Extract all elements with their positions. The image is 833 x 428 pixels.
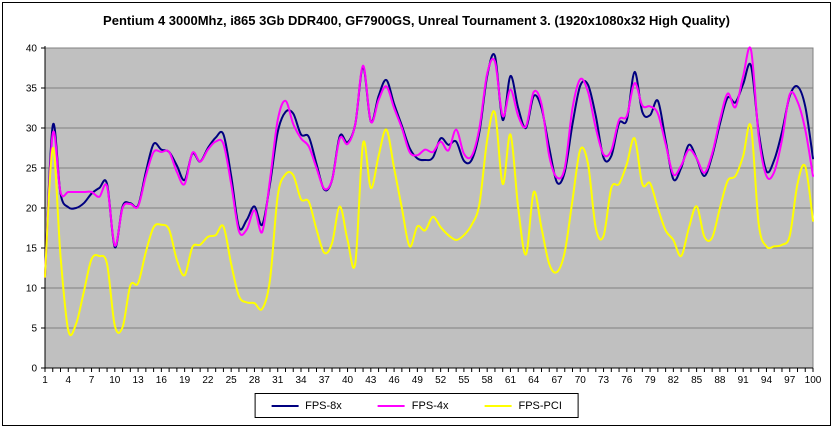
x-tick-label-58: 58 bbox=[482, 375, 494, 386]
x-tick-label-40: 40 bbox=[342, 375, 354, 386]
chart-legend: FPS-8x FPS-4x FPS-PCI bbox=[254, 393, 579, 418]
x-tick-label-25: 25 bbox=[226, 375, 238, 386]
x-tick-label-55: 55 bbox=[458, 375, 470, 386]
legend-label-fps-pci: FPS-PCI bbox=[518, 399, 562, 412]
series-line-fps-4x bbox=[44, 46, 814, 278]
x-tick-label-13: 13 bbox=[133, 375, 145, 386]
fps-pci-line-swatch-icon bbox=[484, 404, 512, 407]
x-tick-label-94: 94 bbox=[761, 375, 773, 386]
x-tick-label-19: 19 bbox=[179, 375, 191, 386]
x-tick-label-16: 16 bbox=[156, 375, 168, 386]
x-tick-label-7: 7 bbox=[89, 375, 95, 386]
x-tick-label-97: 97 bbox=[784, 375, 796, 386]
x-tick-label-88: 88 bbox=[714, 375, 726, 386]
legend-item-fps-4x: FPS-4x bbox=[377, 399, 449, 412]
fps-4x-line-swatch-icon bbox=[377, 404, 405, 407]
x-tick-label-1: 1 bbox=[42, 375, 48, 386]
y-tick-label-0: 0 bbox=[31, 364, 37, 375]
x-tick-label-37: 37 bbox=[319, 375, 331, 386]
x-tick-label-76: 76 bbox=[621, 375, 633, 386]
y-tick-label-25: 25 bbox=[26, 164, 38, 175]
x-tick-label-73: 73 bbox=[598, 375, 610, 386]
x-tick-label-91: 91 bbox=[738, 375, 750, 386]
y-tick-label-40: 40 bbox=[26, 44, 38, 55]
y-tick-label-5: 5 bbox=[31, 324, 37, 335]
x-tick-label-82: 82 bbox=[668, 375, 680, 386]
fps-8x-line-swatch-icon bbox=[271, 404, 299, 407]
y-tick-label-10: 10 bbox=[26, 284, 38, 295]
legend-item-fps-pci: FPS-PCI bbox=[484, 399, 562, 412]
legend-item-fps-8x: FPS-8x bbox=[271, 400, 342, 412]
legend-label-fps-8x: FPS-8x bbox=[305, 399, 342, 412]
x-tick-label-4: 4 bbox=[65, 375, 71, 386]
y-tick-label-35: 35 bbox=[26, 84, 38, 95]
x-tick-label-22: 22 bbox=[202, 375, 214, 386]
y-tick-label-30: 30 bbox=[26, 124, 38, 135]
x-tick-label-64: 64 bbox=[528, 375, 540, 386]
x-tick-label-85: 85 bbox=[691, 375, 703, 386]
x-tick-label-61: 61 bbox=[505, 375, 517, 386]
x-tick-label-46: 46 bbox=[389, 375, 401, 386]
x-tick-label-10: 10 bbox=[109, 375, 121, 386]
series-line-fps-pci bbox=[44, 110, 814, 337]
x-tick-label-67: 67 bbox=[551, 375, 563, 386]
x-tick-label-100: 100 bbox=[805, 375, 822, 386]
x-tick-label-43: 43 bbox=[365, 375, 377, 386]
y-tick-label-15: 15 bbox=[26, 244, 38, 255]
x-tick-label-79: 79 bbox=[645, 375, 657, 386]
x-tick-label-28: 28 bbox=[249, 375, 261, 386]
x-tick-label-49: 49 bbox=[412, 375, 424, 386]
x-tick-label-31: 31 bbox=[272, 375, 284, 386]
y-tick-label-20: 20 bbox=[26, 204, 38, 215]
chart-title: Pentium 4 3000Mhz, i865 3Gb DDR400, GF79… bbox=[103, 13, 730, 28]
legend-label-fps-4x: FPS-4x bbox=[411, 399, 449, 412]
x-tick-label-34: 34 bbox=[295, 375, 307, 386]
x-tick-label-70: 70 bbox=[575, 375, 587, 386]
x-tick-label-52: 52 bbox=[435, 375, 447, 386]
